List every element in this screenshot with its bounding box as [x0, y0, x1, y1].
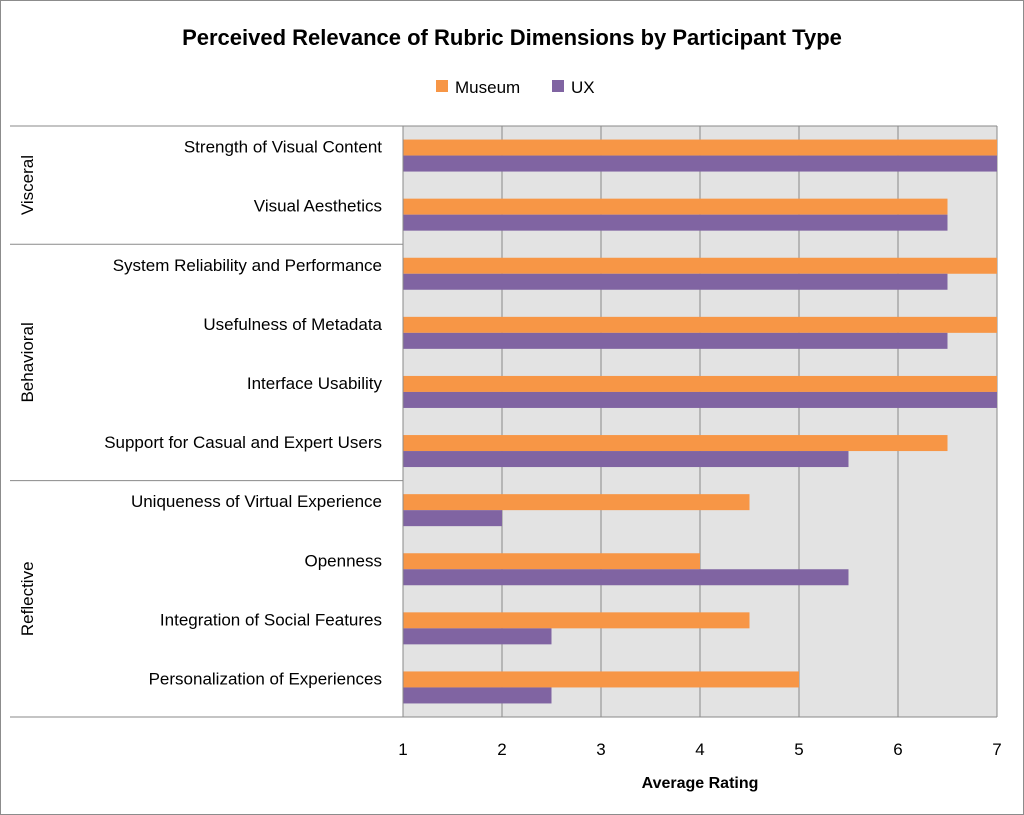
bar-museum: [403, 494, 750, 511]
category-label: Uniqueness of Virtual Experience: [131, 492, 382, 511]
bar-ux: [403, 451, 849, 468]
x-tick-label: 3: [596, 740, 605, 759]
bar-ux: [403, 273, 948, 290]
chart-title: Perceived Relevance of Rubric Dimensions…: [182, 25, 842, 50]
bar-ux: [403, 628, 552, 645]
category-label: Strength of Visual Content: [184, 138, 382, 157]
bar-museum: [403, 612, 750, 629]
x-tick-label: 6: [893, 740, 902, 759]
category-label: System Reliability and Performance: [113, 256, 382, 275]
category-label: Interface Usability: [247, 374, 383, 393]
bar-museum: [403, 375, 997, 392]
x-axis-title: Average Rating: [642, 775, 759, 792]
group-labels: Visceral Behavioral Reflective: [10, 125, 404, 718]
bar-museum: [403, 257, 997, 274]
x-tick-label: 1: [398, 740, 407, 759]
x-tick-label: 5: [794, 740, 803, 759]
bar-museum: [403, 198, 948, 215]
legend-label: Museum: [455, 78, 520, 97]
legend-swatch: [436, 80, 448, 92]
bar-ux: [403, 569, 849, 586]
bar-ux: [403, 332, 948, 349]
bar-museum: [403, 139, 997, 156]
group-label: Behavioral: [18, 322, 37, 402]
legend-swatch: [552, 80, 564, 92]
category-label: Usefulness of Metadata: [203, 315, 382, 334]
category-label: Support for Casual and Expert Users: [104, 433, 382, 452]
legend-label: UX: [571, 78, 595, 97]
bar-museum: [403, 435, 948, 452]
bar-ux: [403, 391, 997, 408]
legend: Museum UX: [436, 78, 595, 97]
category-label: Openness: [305, 551, 383, 570]
bar-ux: [403, 214, 948, 231]
bar-museum: [403, 671, 799, 688]
x-tick-labels: 1 2 3 4 5 6 7: [398, 740, 1001, 759]
x-tick-label: 2: [497, 740, 506, 759]
category-labels: Strength of Visual Content Visual Aesthet…: [104, 138, 382, 689]
category-label: Personalization of Experiences: [149, 669, 382, 688]
x-tick-label: 7: [992, 740, 1001, 759]
bar-ux: [403, 155, 997, 172]
x-tick-label: 4: [695, 740, 704, 759]
bar-museum: [403, 316, 997, 333]
group-label: Visceral: [18, 155, 37, 215]
bar-ux: [403, 687, 552, 704]
bars: [403, 139, 997, 704]
bar-ux: [403, 510, 502, 527]
category-label: Integration of Social Features: [160, 610, 382, 629]
bar-museum: [403, 553, 700, 570]
group-label: Reflective: [18, 561, 37, 636]
category-label: Visual Aesthetics: [254, 197, 382, 216]
